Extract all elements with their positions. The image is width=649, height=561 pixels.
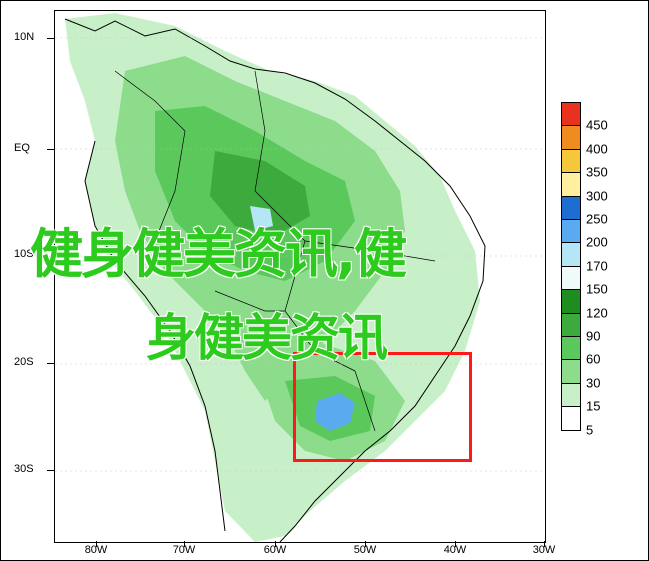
legend-label: 150 bbox=[586, 281, 608, 297]
lon-label-70w: 70W bbox=[172, 544, 196, 556]
lat-label-10n: 10N bbox=[14, 31, 35, 43]
legend-swatch bbox=[561, 219, 581, 244]
lon-tick bbox=[96, 541, 97, 547]
watermark-line-1: 健身健美资讯,健 bbox=[30, 224, 407, 285]
precip-light-blue-spot bbox=[250, 206, 273, 231]
lat-tick bbox=[47, 363, 54, 364]
legend-swatch bbox=[561, 102, 581, 127]
precip-core bbox=[210, 151, 310, 236]
lat-tick bbox=[47, 149, 54, 150]
legend-swatch bbox=[561, 406, 581, 431]
legend-label: 15 bbox=[586, 398, 601, 414]
lat-tick bbox=[47, 256, 54, 257]
legend-swatch bbox=[561, 312, 581, 337]
lon-tick bbox=[544, 541, 545, 547]
legend-swatch bbox=[561, 382, 581, 408]
legend-swatch bbox=[561, 242, 581, 267]
legend-label: 120 bbox=[586, 305, 608, 321]
lat-label-30s: 30S bbox=[14, 463, 34, 475]
west-coast bbox=[84, 140, 226, 532]
lon-tick bbox=[275, 541, 276, 547]
legend-swatch bbox=[561, 336, 581, 361]
lon-tick bbox=[184, 541, 185, 547]
legend-label: 350 bbox=[586, 164, 608, 180]
lon-label-80w: 80W bbox=[84, 544, 108, 556]
coastline bbox=[64, 18, 486, 542]
lon-tick bbox=[365, 541, 366, 547]
legend-swatch bbox=[561, 172, 581, 197]
watermark-line-2: 身健美资讯 bbox=[146, 309, 388, 367]
graticule bbox=[55, 37, 545, 472]
lat-tick bbox=[47, 470, 54, 471]
legend-label: 450 bbox=[586, 117, 608, 133]
lon-label-40w: 40W bbox=[443, 544, 467, 556]
map-svg bbox=[55, 13, 545, 542]
lon-label-60w: 60W bbox=[263, 544, 287, 556]
legend-label: 250 bbox=[586, 211, 608, 227]
highlight-rectangle bbox=[293, 352, 472, 462]
legend-swatch bbox=[561, 359, 581, 384]
legend-swatch bbox=[561, 195, 581, 220]
lon-tick bbox=[455, 541, 456, 547]
legend-label: 90 bbox=[586, 328, 601, 344]
legend-label: 400 bbox=[586, 141, 608, 157]
legend-swatch bbox=[561, 289, 581, 314]
legend-label: 60 bbox=[586, 351, 601, 367]
legend-label: 30 bbox=[586, 375, 601, 391]
map-panel bbox=[54, 10, 546, 543]
legend-label: 170 bbox=[586, 258, 608, 274]
border-lines bbox=[114, 70, 436, 432]
precip-blue-spot bbox=[315, 393, 355, 431]
lon-label-30w: 30W bbox=[532, 544, 556, 556]
lon-label-50w: 50W bbox=[353, 544, 377, 556]
legend-swatch bbox=[561, 148, 581, 174]
legend-label: 300 bbox=[586, 188, 608, 204]
legend-label: 200 bbox=[586, 234, 608, 250]
lat-tick bbox=[47, 38, 54, 39]
lat-label-eq: EQ bbox=[14, 142, 30, 154]
legend-swatch bbox=[561, 265, 581, 291]
lat-label-10s: 10S bbox=[14, 248, 34, 260]
lat-label-20s: 20S bbox=[14, 356, 34, 368]
legend-swatch bbox=[561, 125, 581, 150]
legend-label: 5 bbox=[586, 422, 594, 438]
